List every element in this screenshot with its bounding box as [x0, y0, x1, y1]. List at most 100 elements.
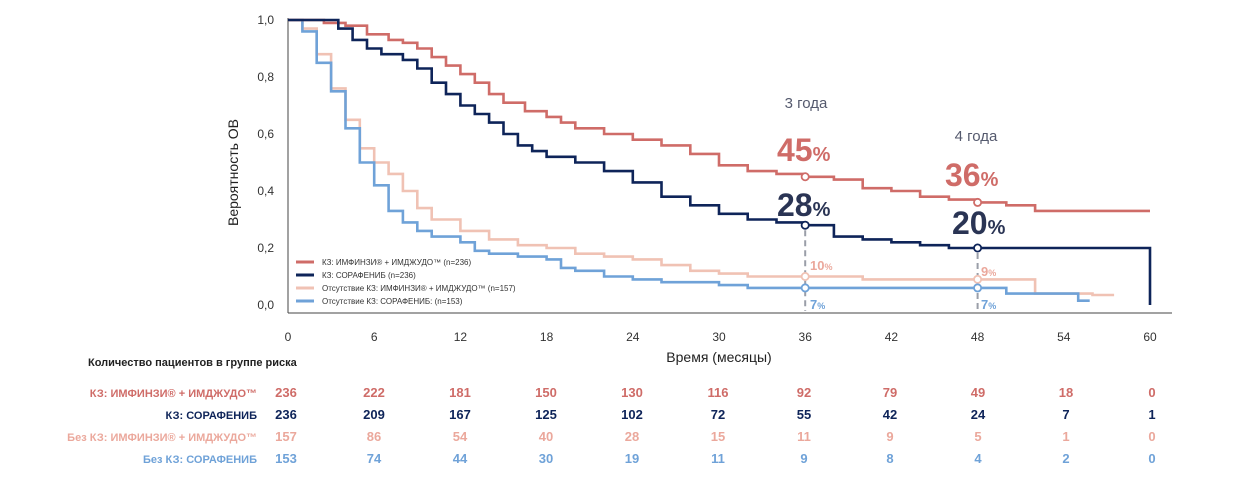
annot-36-c4: 7% — [810, 297, 825, 312]
risk-cell: 236 — [275, 407, 297, 422]
risk-cell: 40 — [539, 429, 553, 444]
risk-cell: 130 — [621, 385, 643, 400]
risk-cell: 9 — [800, 451, 807, 466]
legend-label-2: КЗ: СОРАФЕНИБ (n=236) — [322, 271, 416, 280]
y-tick-label: 0,2 — [257, 241, 274, 255]
risk-cell: 102 — [621, 407, 643, 422]
marker-c3-36 — [800, 271, 810, 281]
annot-48-c1-percent-sign: % — [981, 169, 999, 191]
annot-36-c2: 28% — [777, 187, 831, 223]
annot-48-c2-percent-sign: % — [988, 217, 1006, 239]
y-tick-label: 1,0 — [257, 13, 274, 27]
risk-cell: 55 — [797, 407, 811, 422]
risk-cell: 9 — [886, 429, 893, 444]
marker-c4-36 — [800, 283, 810, 293]
annot-48-c1-value: 36 — [945, 157, 981, 193]
x-tick-label: 48 — [971, 330, 985, 344]
risk-cell: 181 — [449, 385, 471, 400]
marker-c4-48 — [973, 283, 983, 293]
risk-row-label-3: Без КЗ: ИМФИНЗИ® + ИМДЖУДО™ — [67, 432, 257, 444]
risk-cell: 209 — [363, 407, 385, 422]
annot-48-c3-value: 9 — [981, 264, 988, 279]
legend: КЗ: ИМФИНЗИ® + ИМДЖУДО™ (n=236) КЗ: СОРАФ… — [296, 258, 516, 306]
risk-cell: 125 — [535, 407, 557, 422]
risk-row-label-1: КЗ: ИМФИНЗИ® + ИМДЖУДО™ — [90, 388, 257, 400]
annot-36-c3: 10% — [810, 258, 832, 273]
risk-cell: 86 — [367, 429, 381, 444]
risk-cell: 24 — [971, 407, 986, 422]
risk-cell: 54 — [453, 429, 468, 444]
risk-cell: 1 — [1148, 407, 1155, 422]
risk-table-title: Количество пациентов в группе риска — [88, 357, 298, 369]
risk-cell: 92 — [797, 385, 811, 400]
risk-cell: 116 — [708, 385, 729, 400]
risk-cell: 42 — [883, 407, 897, 422]
label-4-years: 4 года — [955, 128, 998, 145]
label-3-years: 3 года — [785, 95, 828, 112]
y-tick-label: 0,4 — [257, 184, 274, 198]
annot-48-c4-value: 7 — [981, 297, 988, 312]
risk-cell: 0 — [1148, 429, 1155, 444]
risk-cell: 28 — [625, 429, 639, 444]
legend-label-4: Отсутствие КЗ: СОРАФЕНИБ: (n=153) — [322, 297, 463, 306]
risk-cell: 1 — [1062, 429, 1069, 444]
risk-cell: 74 — [367, 451, 382, 466]
marker-c3-48 — [973, 274, 983, 284]
risk-cell: 8 — [886, 451, 893, 466]
series-line-2 — [288, 18, 1152, 305]
annot-36-c3-value: 10 — [810, 258, 824, 273]
y-tick-label: 0,6 — [257, 127, 274, 141]
y-tick-label: 0,8 — [257, 70, 274, 84]
y-tick-label: 0,0 — [257, 298, 274, 312]
risk-cell: 19 — [625, 451, 639, 466]
x-tick-label: 36 — [799, 330, 813, 344]
risk-cell: 167 — [449, 407, 471, 422]
risk-cell: 18 — [1059, 385, 1073, 400]
risk-cell: 2 — [1062, 451, 1069, 466]
risk-cell: 72 — [711, 407, 725, 422]
series-line-3 — [288, 18, 1115, 297]
risk-row-label-4: Без КЗ: СОРАФЕНИБ — [143, 454, 257, 466]
annot-48-c3: 9% — [981, 264, 996, 279]
legend-label-3: Отсутствие КЗ: ИМФИНЗИ® + ИМДЖУДО™ (n=15… — [322, 284, 516, 293]
annot-36-c3-percent-sign: % — [824, 262, 832, 272]
annot-36-c4-value: 7 — [810, 297, 817, 312]
annot-36-c2-value: 28 — [777, 187, 813, 223]
x-axis-label: Время (месяцы) — [666, 349, 771, 365]
risk-cell: 30 — [539, 451, 553, 466]
marker-c1-48 — [973, 197, 983, 207]
marker-c2-48 — [973, 243, 983, 253]
risk-table: Количество пациентов в группе риска КЗ: И… — [67, 357, 1155, 466]
series-line-4 — [288, 18, 1090, 302]
risk-cell: 0 — [1148, 451, 1155, 466]
risk-cell: 153 — [275, 451, 297, 466]
annot-48-c3-percent-sign: % — [988, 268, 996, 278]
marker-c2-36 — [800, 220, 810, 230]
risk-row-label-2: КЗ: СОРАФЕНИБ — [166, 410, 258, 422]
x-tick-label: 24 — [626, 330, 640, 344]
annot-48-c2: 20% — [952, 205, 1006, 241]
legend-label-1: КЗ: ИМФИНЗИ® + ИМДЖУДО™ (n=236) — [322, 258, 471, 267]
x-tick-label: 0 — [285, 330, 292, 344]
annot-36-c1: 45% — [777, 132, 831, 168]
x-tick-label: 60 — [1143, 330, 1157, 344]
risk-cell: 7 — [1062, 407, 1069, 422]
x-tick-label: 12 — [454, 330, 468, 344]
axes: 0,0 0,2 0,4 0,6 0,8 1,0 0 6 12 18 24 30 36 42 48 54 60 Ве… — [225, 13, 1172, 365]
annot-36-c2-percent-sign: % — [813, 199, 831, 221]
risk-cell: 157 — [275, 429, 297, 444]
risk-cell: 49 — [971, 385, 985, 400]
risk-cell: 44 — [453, 451, 468, 466]
risk-cell: 11 — [711, 451, 725, 466]
x-tick-label: 30 — [712, 330, 726, 344]
annot-48-c4-percent-sign: % — [988, 301, 996, 311]
annot-48-c1: 36% — [945, 157, 999, 193]
risk-cell: 5 — [974, 429, 981, 444]
series-line-1 — [288, 18, 1150, 213]
risk-cell: 0 — [1148, 385, 1155, 400]
x-tick-label: 42 — [885, 330, 899, 344]
marker-c1-36 — [800, 172, 810, 182]
y-axis-label: Вероятность ОВ — [225, 119, 241, 226]
